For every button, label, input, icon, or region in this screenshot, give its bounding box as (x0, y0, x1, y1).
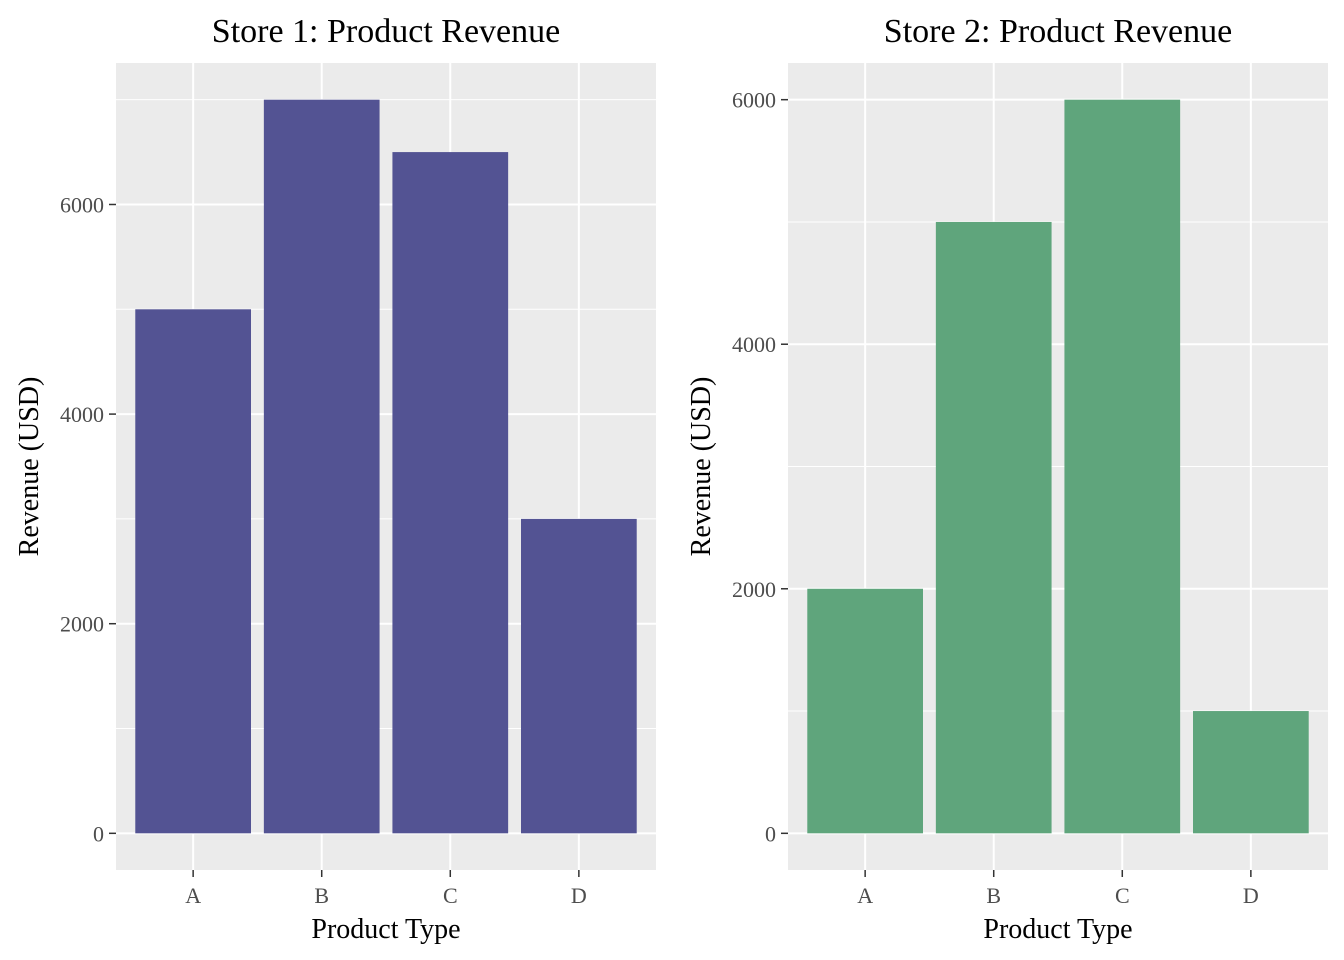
y-tick-label: 2000 (60, 612, 104, 637)
x-tick-label: D (571, 883, 587, 908)
x-axis-label: Product Type (983, 914, 1132, 945)
chart-store-2: 0 2000 4000 6000 A B C D Store 2: Product Revenu… (686, 13, 1328, 945)
chart-store-1: 0 2000 4000 6000 A B C D Store 1: Product Revenu… (14, 13, 656, 945)
chart-title: Store 2: Product Revenue (884, 13, 1232, 50)
y-axis-label: Revenue (USD) (14, 377, 45, 557)
y-tick-label: 0 (93, 821, 104, 846)
chart-title: Store 1: Product Revenue (212, 13, 560, 50)
y-tick-label: 2000 (732, 577, 776, 602)
y-tick-label: 4000 (732, 332, 776, 357)
y-tick-label: 4000 (60, 402, 104, 427)
bar-c (392, 152, 509, 834)
bar-d (521, 518, 637, 834)
x-tick-label: C (443, 883, 458, 908)
x-tick-label: B (314, 883, 329, 908)
y-axis-label: Revenue (USD) (686, 377, 717, 557)
x-tick-label: B (986, 883, 1001, 908)
bar-b (935, 221, 1052, 834)
bar-c (1064, 99, 1181, 834)
bar-a (135, 309, 251, 834)
bar-a (807, 588, 923, 834)
y-tick-label: 6000 (60, 192, 104, 217)
x-axis-label: Product Type (311, 914, 460, 945)
y-tick-label: 0 (765, 821, 776, 846)
x-tick-label: A (857, 883, 873, 908)
bar-b (263, 99, 380, 834)
x-tick-label: A (185, 883, 201, 908)
bar-d (1193, 711, 1309, 834)
y-tick-label: 6000 (732, 88, 776, 113)
x-tick-label: C (1115, 883, 1130, 908)
x-tick-label: D (1243, 883, 1259, 908)
